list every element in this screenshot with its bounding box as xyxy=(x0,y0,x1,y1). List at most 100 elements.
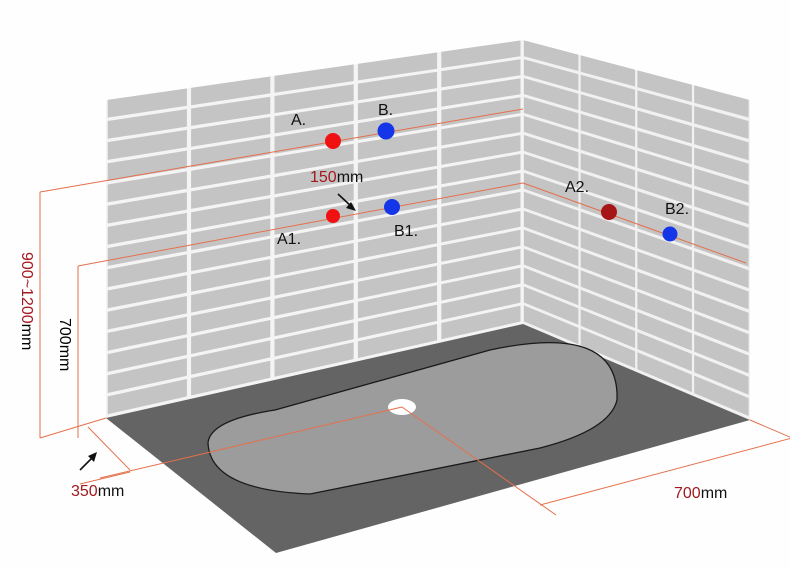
wall-tile xyxy=(274,302,354,337)
wall-tile xyxy=(523,135,579,169)
label-a1: A1. xyxy=(277,231,302,248)
wall-tile xyxy=(637,291,692,330)
wall-tile xyxy=(107,129,187,160)
wall-tile xyxy=(523,286,579,325)
wall-tile xyxy=(107,171,187,203)
wall-tile xyxy=(694,147,749,182)
wall-tile xyxy=(441,173,521,204)
wall-tile xyxy=(191,96,271,126)
wall-tile xyxy=(694,354,749,395)
guide-lines xyxy=(39,108,790,516)
wall-tile xyxy=(274,342,354,377)
wall-tile xyxy=(191,279,271,313)
wall-tile xyxy=(107,296,187,330)
wall-tile xyxy=(191,238,271,272)
wall-tile xyxy=(441,135,521,165)
wall-tile xyxy=(580,231,636,268)
wall-tile xyxy=(357,52,438,81)
upper-height-dimension: 900~1200mm xyxy=(18,252,35,350)
wall-tile xyxy=(107,316,187,351)
wall-tile xyxy=(441,229,521,262)
wall-tile xyxy=(580,270,636,308)
wall-tile xyxy=(107,233,187,266)
wall-tile xyxy=(694,209,749,246)
drain-depth-dimension: 700mm xyxy=(674,486,727,502)
wall-tile xyxy=(107,88,187,118)
drain-depth-value: 700 xyxy=(674,485,701,502)
wall-tile xyxy=(191,340,271,375)
wall-tile xyxy=(441,154,521,185)
wall-tile xyxy=(357,285,438,319)
lower-height-unit: mm xyxy=(56,344,73,372)
wall-tile xyxy=(191,177,271,209)
wall-tile xyxy=(580,289,636,328)
wall-tile xyxy=(441,78,521,107)
wall-tile xyxy=(580,328,636,369)
wall-tile xyxy=(107,275,187,309)
cold-valve-b2 xyxy=(662,226,678,242)
wall-tile xyxy=(637,110,692,144)
wall-tile xyxy=(274,223,354,256)
wall-tile xyxy=(580,55,636,87)
wall-tile xyxy=(191,218,271,251)
wall-tile xyxy=(637,150,692,185)
wall-tile xyxy=(694,168,749,203)
wall-tile xyxy=(523,97,579,130)
wall-tile xyxy=(523,153,579,189)
wall-tile xyxy=(523,229,579,267)
wall-tile xyxy=(274,123,354,154)
wall-tile xyxy=(274,262,354,296)
wall-tile xyxy=(523,248,579,286)
wall-tile xyxy=(523,267,579,306)
wall-tile xyxy=(694,271,749,310)
wall-tile xyxy=(274,64,354,93)
wall-tile xyxy=(274,84,354,114)
wall-tile xyxy=(694,189,749,225)
wall-tile xyxy=(107,192,187,224)
wall-tile xyxy=(357,246,438,279)
wall-tile xyxy=(357,265,438,299)
spacing-unit: mm xyxy=(336,169,364,186)
wall-tile xyxy=(441,286,521,320)
wall-tile xyxy=(441,59,521,88)
wall-tile xyxy=(274,183,354,215)
drain-offset-dimension: 350mm xyxy=(71,484,124,500)
drain-depth-unit: mm xyxy=(700,485,728,502)
wall-tile xyxy=(357,227,438,259)
wall-tile xyxy=(694,292,749,331)
wall-tile xyxy=(580,94,636,127)
wall-tile xyxy=(637,332,692,372)
wall-tile xyxy=(274,243,354,276)
arrow-icon xyxy=(337,193,356,211)
wall-tile xyxy=(637,90,692,123)
wall-tile xyxy=(580,250,636,288)
wall-tile xyxy=(523,59,579,91)
wall-tile xyxy=(191,360,271,396)
cold-valve-b xyxy=(377,122,395,140)
wall-tile xyxy=(637,191,692,227)
wall-tile xyxy=(357,168,438,200)
wall-tile xyxy=(637,130,692,165)
wall-tile xyxy=(357,91,438,121)
arrow-icon xyxy=(79,452,97,471)
wall-tile xyxy=(580,113,636,147)
wall-tile xyxy=(637,271,692,310)
wall-tile xyxy=(523,305,579,345)
drain-offset-value: 350 xyxy=(71,483,98,500)
wall-tile xyxy=(523,40,579,71)
wall-tile xyxy=(107,254,187,288)
back-wall xyxy=(106,40,523,418)
wall-tile xyxy=(637,251,692,289)
wall-tile xyxy=(441,191,521,224)
wall-tile xyxy=(357,207,438,240)
upper-height-value: 900~1200 xyxy=(18,252,35,324)
hot-valve-a2 xyxy=(601,204,617,220)
wall-tile xyxy=(637,231,692,268)
wall-tile xyxy=(523,78,579,111)
wall-tile xyxy=(694,106,749,139)
wall-tile xyxy=(694,230,749,267)
wall-tile xyxy=(191,157,271,189)
wall-tile xyxy=(191,76,271,106)
wall-tile xyxy=(191,320,271,354)
